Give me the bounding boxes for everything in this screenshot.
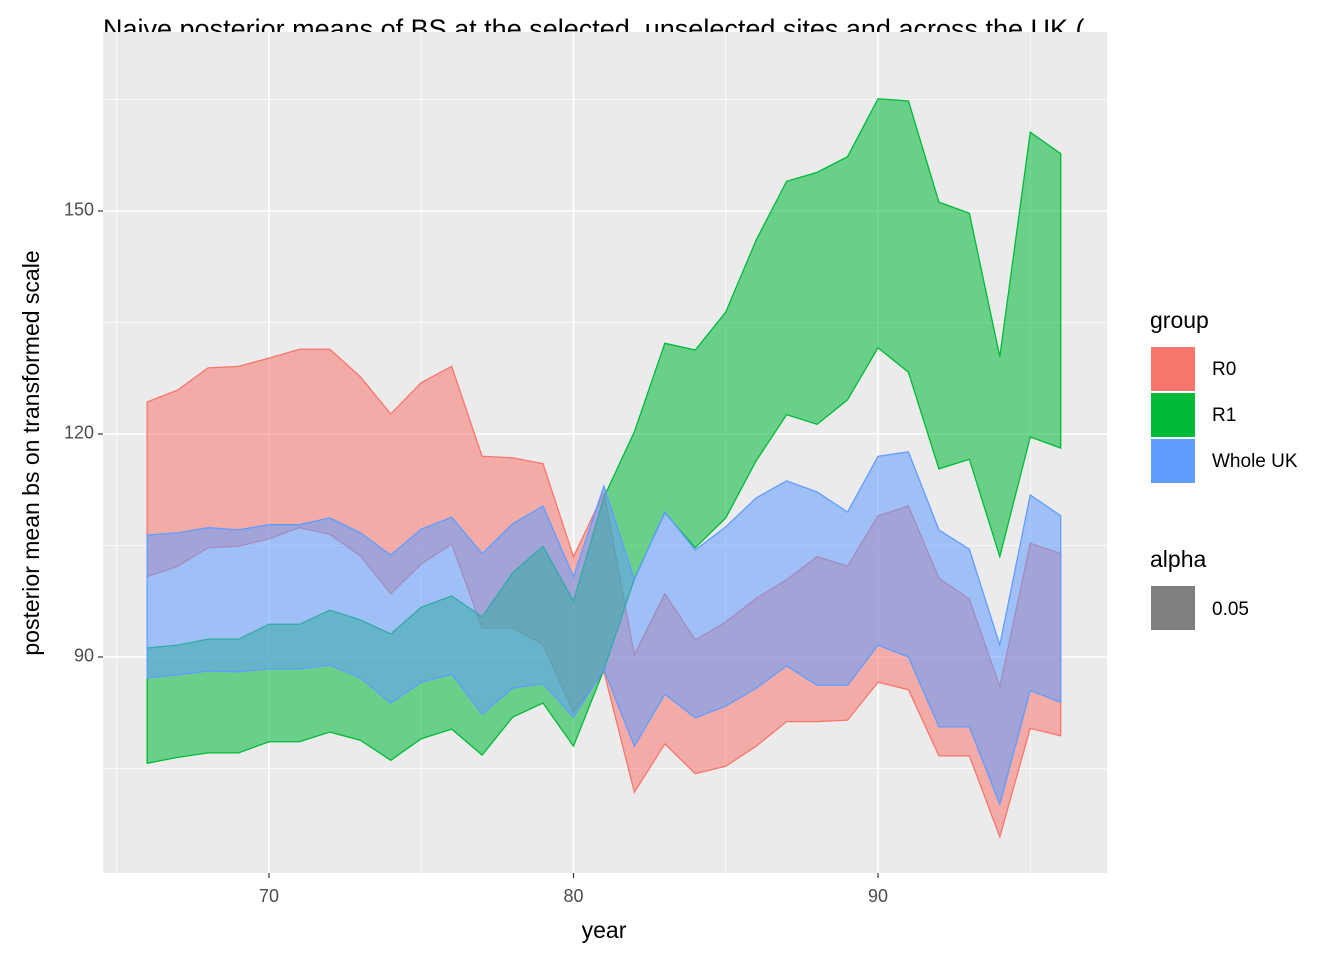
y-axis-title: posterior mean bs on transformed scale (18, 250, 44, 655)
legend-title: group (1150, 307, 1209, 333)
legend-label: R1 (1212, 405, 1236, 426)
alpha-legend-key (1151, 586, 1195, 630)
ribbon (146, 451, 1062, 807)
x-axis-title: year (582, 917, 627, 943)
alpha-legend-title: alpha (1150, 546, 1206, 572)
x-tick-label: 70 (259, 886, 279, 906)
legend-label: Whole UK (1212, 451, 1298, 472)
legend-label: R0 (1212, 359, 1236, 380)
x-tick-label: 80 (563, 886, 583, 906)
alpha-legend-label: 0.05 (1212, 599, 1249, 620)
y-tick-label: 150 (64, 200, 94, 220)
legend-key (1151, 393, 1195, 437)
y-tick-label: 120 (64, 423, 94, 443)
legend-key (1151, 439, 1195, 483)
x-tick-label: 90 (868, 886, 888, 906)
y-tick-label: 90 (74, 646, 94, 666)
legend-key (1151, 347, 1195, 391)
